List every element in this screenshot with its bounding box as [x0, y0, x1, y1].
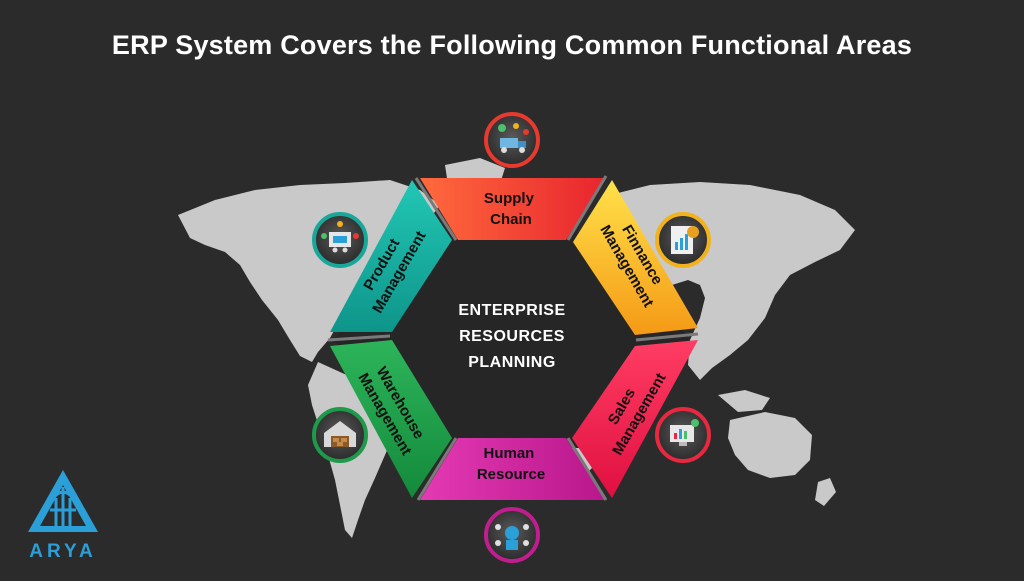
hex-segments: [327, 175, 699, 501]
segment-human-resource[interactable]: [420, 438, 605, 500]
warehouse-icon[interactable]: [312, 407, 368, 463]
icons: [312, 112, 711, 563]
finance-report-icon[interactable]: [655, 212, 711, 268]
center-line-2: RESOURCES: [459, 328, 565, 345]
center-line-3: PLANNING: [468, 354, 556, 371]
australia-shape: [728, 412, 812, 478]
segment-sales-management[interactable]: [572, 340, 698, 498]
arya-logo: ARYA: [28, 470, 98, 562]
sales-dashboard-icon[interactable]: [655, 407, 711, 463]
label-human-resource: Human Resource: [477, 445, 545, 483]
label-human-resource-line1: Human: [483, 445, 534, 462]
segment-supply-chain[interactable]: [420, 178, 605, 240]
label-human-resource-line2: Resource: [477, 466, 545, 483]
product-cart-icon[interactable]: [312, 212, 368, 268]
page-title: ERP System Covers the Following Common F…: [111, 30, 913, 60]
supply-chain-icon[interactable]: [484, 112, 540, 168]
center-line-1: ENTERPRISE: [458, 302, 565, 319]
arya-logo-text: ARYA: [29, 541, 96, 562]
islands-shape: [718, 390, 770, 412]
segment-warehouse-management[interactable]: [330, 340, 452, 498]
team-people-icon[interactable]: [484, 507, 540, 563]
segment-finance-management[interactable]: [573, 180, 698, 335]
north-america-shape: [178, 180, 440, 362]
new-zealand-shape: [815, 478, 836, 506]
label-supply-chain: Supply Chain: [484, 190, 538, 228]
segment-product-management[interactable]: [330, 180, 452, 332]
label-supply-chain-line1: Supply: [484, 190, 535, 207]
segment-separators: [327, 175, 699, 501]
label-supply-chain-line2: Chain: [490, 211, 532, 228]
